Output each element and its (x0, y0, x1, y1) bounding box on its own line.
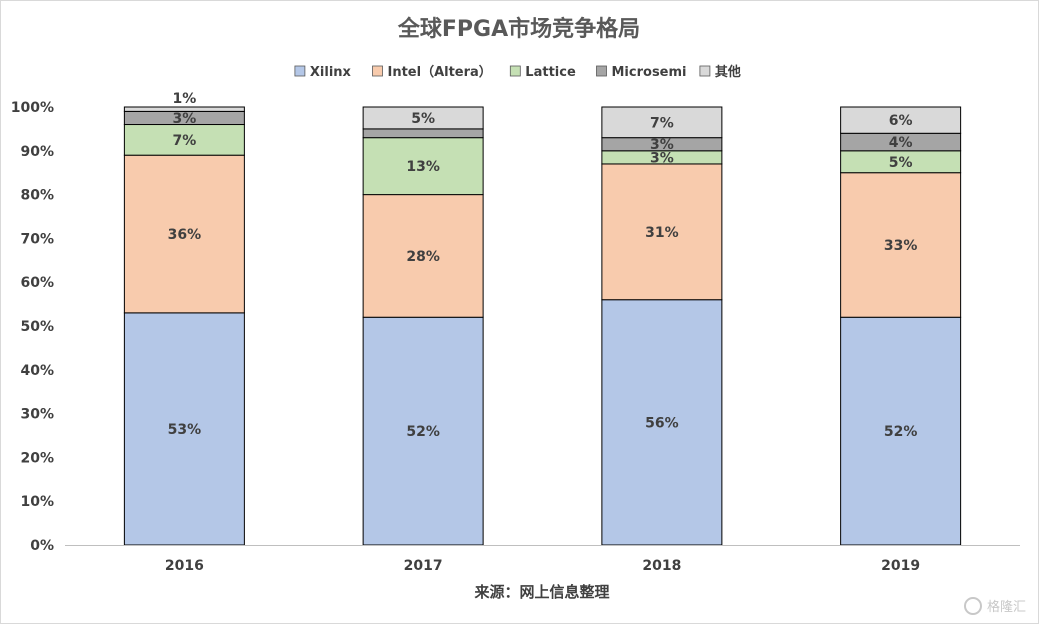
y-tick-label: 70% (20, 231, 54, 247)
bar-segment (362, 128, 484, 139)
legend-label: Intel（Altera） (388, 64, 492, 80)
x-axis: 2016 2017 2018 2019 (65, 545, 1020, 574)
data-label: 1% (172, 91, 196, 107)
data-label: 6% (889, 113, 913, 129)
bar-segment (840, 106, 962, 134)
legend-swatch (372, 65, 383, 77)
watermark-text: 格隆汇 (987, 599, 1026, 615)
legend-label: 其他 (715, 64, 741, 80)
data-label: 3% (172, 111, 196, 127)
data-label: 7% (650, 115, 674, 131)
y-tick-label: 90% (20, 144, 54, 160)
y-tick-label: 0% (30, 538, 54, 554)
y-tick-label: 20% (20, 450, 54, 466)
bar-segment (840, 172, 962, 318)
source-note: 来源：网上信息整理 (473, 583, 609, 601)
y-tick-label: 80% (20, 188, 54, 204)
bar-segment (362, 137, 484, 196)
data-label: 3% (650, 150, 674, 166)
watermark-logo-icon (964, 597, 982, 615)
plot-area: 53%36%7%3%1%52%28%13%2%5%56%31%3%3%7%52%… (123, 91, 962, 546)
legend-label: Lattice (525, 65, 576, 80)
data-label: 5% (411, 111, 435, 127)
bar-segment (362, 106, 484, 130)
x-tick-label: 2016 (165, 558, 204, 574)
data-label: 4% (889, 135, 913, 151)
data-label: 28% (406, 249, 440, 265)
data-label: 3% (650, 137, 674, 153)
y-tick-label: 10% (20, 494, 54, 510)
bar-segment (123, 106, 245, 112)
x-tick-label: 2017 (404, 558, 443, 574)
y-tick-label: 30% (20, 407, 54, 423)
watermark: 格隆汇 (964, 597, 1026, 615)
bar-segment (362, 316, 484, 546)
x-tick-label: 2019 (881, 558, 920, 574)
bar-segment (601, 163, 723, 301)
data-label: 52% (406, 424, 440, 440)
data-label: 13% (406, 159, 440, 175)
data-label: 7% (172, 133, 196, 149)
y-tick-label: 60% (20, 275, 54, 291)
legend-swatch (596, 65, 607, 77)
x-tick-label: 2018 (642, 558, 681, 574)
bar-segment (601, 106, 723, 139)
data-label: 56% (645, 415, 679, 431)
data-label: 52% (884, 424, 918, 440)
data-label: 5% (889, 155, 913, 171)
y-tick-label: 40% (20, 363, 54, 379)
chart-title: 全球FPGA市场竞争格局 (397, 16, 640, 42)
y-tick-label: 50% (20, 319, 54, 335)
legend-swatch (294, 65, 306, 77)
legend-swatch (509, 65, 521, 77)
legend-label: Microsemi (612, 65, 687, 80)
legend-label: Xilinx (310, 65, 352, 80)
y-axis: 0% 10% 20% 30% 40% 50% 60% 70% 80% 90% 100% (11, 100, 54, 554)
y-tick-label: 100% (11, 100, 54, 116)
bar-segment (840, 316, 962, 546)
legend-swatch (699, 65, 711, 77)
bar-segment (123, 154, 245, 314)
data-label: 36% (168, 227, 202, 243)
data-label: 31% (645, 225, 679, 241)
bar-segment (362, 194, 484, 318)
data-label: 53% (168, 422, 202, 438)
data-label: 33% (884, 238, 918, 254)
chart-legend: Xilinx Intel（Altera） Lattice Microsemi 其他 (294, 64, 741, 80)
